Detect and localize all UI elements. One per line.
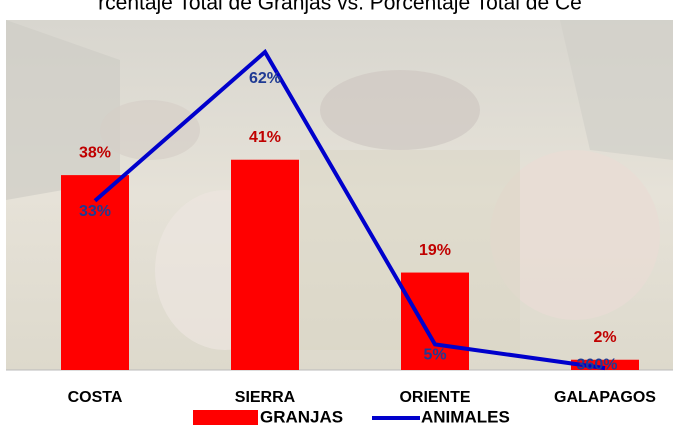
legend-label: ANIMALES xyxy=(421,407,510,426)
data-label: 38% xyxy=(79,144,111,161)
x-tick-label: SIERRA xyxy=(235,389,296,406)
x-tick-label: COSTA xyxy=(68,389,123,406)
data-label: 2% xyxy=(593,329,616,346)
data-label: 360% xyxy=(577,356,618,373)
bar xyxy=(231,160,299,370)
x-tick-label: ORIENTE xyxy=(399,389,470,406)
chart-title: rcentaje Total de Granjas vs. Porcentaje… xyxy=(98,0,582,15)
data-label: 5% xyxy=(423,347,446,364)
data-label: 33% xyxy=(79,203,111,220)
x-tick-label: GALAPAGOS xyxy=(554,389,656,406)
legend-swatch xyxy=(193,410,258,425)
data-label: 62% xyxy=(249,70,281,87)
data-label: 19% xyxy=(419,242,451,259)
chart: rcentaje Total de Granjas vs. Porcentaje… xyxy=(0,0,679,429)
data-label: 41% xyxy=(249,129,281,146)
legend-label: GRANJAS xyxy=(260,407,343,426)
